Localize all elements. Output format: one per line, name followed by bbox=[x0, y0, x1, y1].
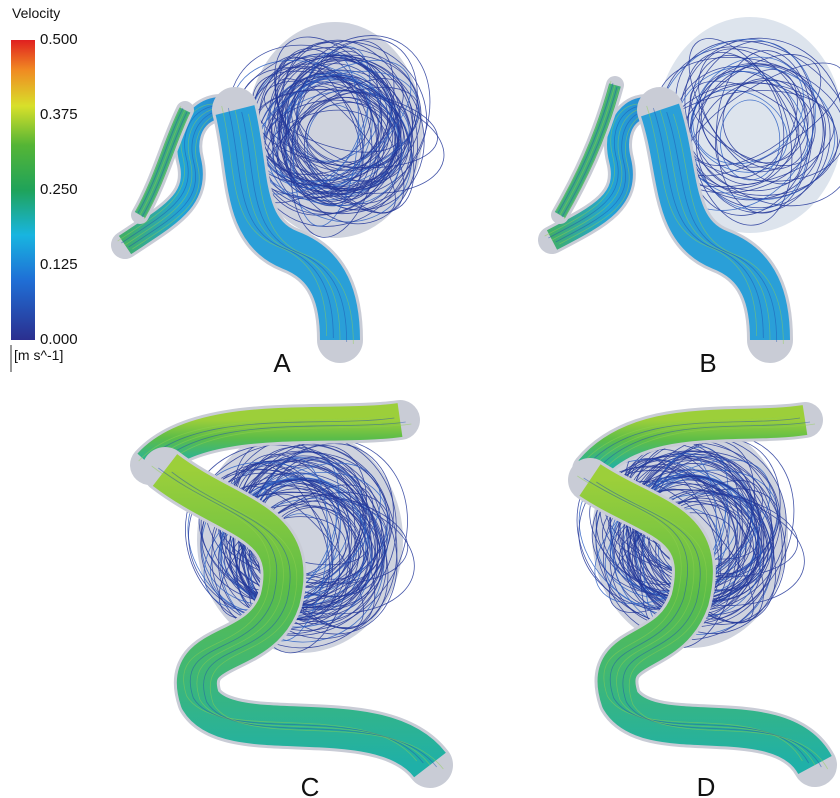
streamline bbox=[577, 475, 803, 762]
streamline bbox=[559, 84, 616, 216]
streamline bbox=[171, 471, 437, 768]
streamline bbox=[563, 88, 620, 220]
streamline bbox=[234, 109, 341, 341]
streamline bbox=[178, 473, 444, 770]
streamline bbox=[594, 421, 811, 473]
streamline bbox=[137, 107, 184, 214]
streamline bbox=[121, 105, 237, 244]
streamline bbox=[164, 469, 431, 766]
streamline bbox=[618, 456, 752, 585]
streamline bbox=[675, 40, 840, 207]
streamline bbox=[652, 107, 764, 339]
streamline bbox=[143, 113, 190, 220]
colorbar-tick-label: 0.250 bbox=[40, 181, 78, 198]
colorbar-unit: [m s^-1] bbox=[14, 347, 63, 363]
streamline bbox=[672, 113, 784, 345]
colorbar-title: Velocity bbox=[12, 5, 60, 21]
streamline bbox=[232, 444, 398, 640]
panel-label: B bbox=[699, 348, 716, 378]
streamline bbox=[695, 64, 825, 214]
streamline bbox=[219, 471, 389, 600]
streamline bbox=[227, 107, 334, 339]
streamline bbox=[241, 111, 348, 343]
streamline bbox=[689, 63, 831, 209]
streamline bbox=[589, 479, 816, 766]
streamline bbox=[544, 103, 658, 237]
streamline bbox=[144, 417, 395, 464]
streamline bbox=[247, 113, 354, 345]
streamline bbox=[579, 415, 796, 467]
colorbar-tick-label: 0.500 bbox=[40, 31, 78, 48]
streamline bbox=[596, 481, 822, 768]
streamline bbox=[201, 451, 388, 604]
streamline bbox=[688, 38, 802, 185]
streamline bbox=[557, 82, 614, 214]
streamline bbox=[277, 39, 418, 225]
streamline bbox=[274, 57, 405, 214]
streamline bbox=[274, 36, 415, 214]
streamline bbox=[228, 44, 414, 215]
streamline bbox=[135, 105, 182, 212]
streamline bbox=[221, 105, 328, 337]
streamline bbox=[602, 483, 829, 770]
streamline bbox=[648, 479, 739, 571]
streamline bbox=[267, 109, 379, 175]
colorbar: Velocity 0.500 0.375 0.250 0.125 0.000 [… bbox=[10, 5, 78, 372]
streamline bbox=[305, 102, 394, 171]
colorbar-tick-label: 0.000 bbox=[40, 331, 78, 348]
panel-label: D bbox=[697, 772, 716, 798]
streamline bbox=[661, 46, 824, 201]
streamline bbox=[117, 103, 233, 242]
streamline bbox=[283, 38, 418, 205]
streamline bbox=[155, 421, 406, 468]
streamline bbox=[583, 477, 810, 764]
streamline bbox=[158, 467, 424, 764]
streamline bbox=[589, 419, 806, 471]
panel-label: A bbox=[273, 348, 291, 378]
streamline bbox=[274, 78, 396, 214]
panel-label: C bbox=[301, 772, 320, 798]
streamline bbox=[636, 456, 774, 602]
streamline bbox=[679, 37, 840, 200]
streamline bbox=[161, 423, 412, 470]
streamline bbox=[666, 111, 778, 343]
streamline bbox=[555, 80, 612, 212]
streamline bbox=[201, 457, 367, 606]
streamline bbox=[149, 419, 401, 466]
streamline bbox=[139, 109, 186, 216]
streamline bbox=[290, 50, 383, 238]
streamline bbox=[151, 465, 417, 762]
streamline-panels bbox=[111, 17, 840, 788]
colorbar-tick-label: 0.375 bbox=[40, 106, 78, 123]
colorbar-tick-label: 0.125 bbox=[40, 256, 78, 273]
streamline bbox=[698, 48, 809, 170]
streamline bbox=[584, 417, 801, 469]
streamline bbox=[211, 491, 415, 615]
streamline bbox=[141, 111, 188, 218]
streamline bbox=[561, 86, 618, 218]
colorbar-gradient bbox=[11, 40, 35, 340]
streamline bbox=[138, 415, 389, 462]
streamline bbox=[659, 109, 771, 341]
streamline bbox=[646, 105, 758, 337]
streamline bbox=[599, 423, 816, 475]
